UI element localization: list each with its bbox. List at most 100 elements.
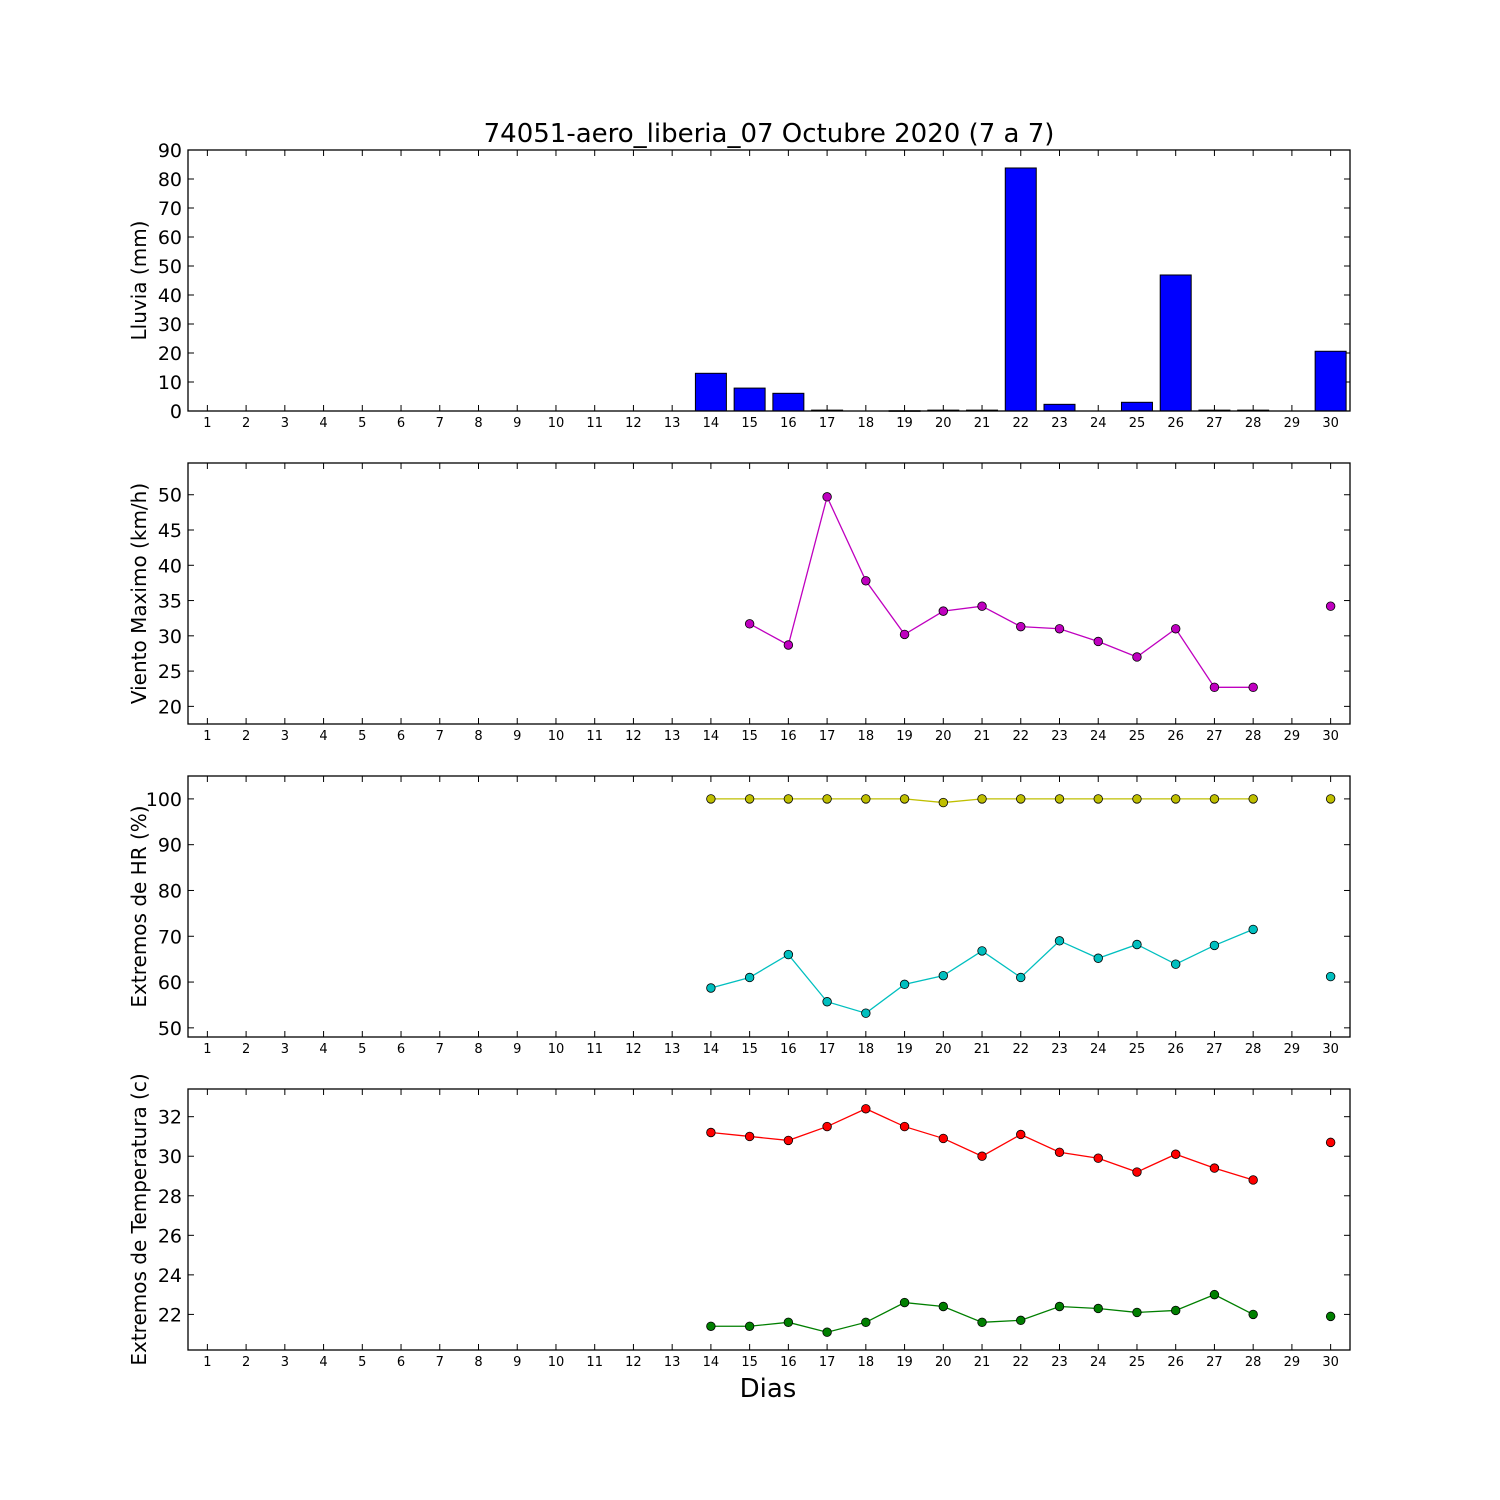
x-tick-label: 6 (397, 416, 405, 431)
x-tick-label: 22 (1012, 416, 1029, 431)
data-point (977, 1151, 987, 1161)
data-point (822, 492, 832, 502)
y-tick-label: 80 (158, 880, 182, 902)
data-point (1054, 1301, 1065, 1312)
x-tick-label: 28 (1245, 416, 1262, 431)
x-tick-label: 25 (1129, 729, 1146, 744)
data-point (899, 1121, 910, 1132)
x-tick-label: 13 (664, 1355, 681, 1370)
y-tick-label: 25 (158, 661, 182, 683)
x-tick-label: 9 (513, 729, 521, 744)
x-tick-label: 21 (974, 729, 991, 744)
x-tick-label: 16 (780, 729, 797, 744)
x-tick-label: 17 (819, 416, 836, 431)
y-axis-label: Extremos de Temperatura (c) (127, 1073, 151, 1365)
x-tick-label: 9 (513, 1355, 521, 1370)
x-tick-label: 17 (819, 1042, 836, 1057)
x-tick-label: 30 (1322, 1042, 1339, 1057)
x-tick-label: 12 (625, 416, 642, 431)
x-tick-label: 16 (780, 1355, 797, 1370)
data-point (1209, 1289, 1220, 1300)
x-tick-label: 23 (1051, 1355, 1068, 1370)
x-tick-label: 29 (1284, 1355, 1301, 1370)
x-tick-label: 7 (436, 1355, 444, 1370)
data-point (1325, 1311, 1336, 1322)
data-point (938, 797, 949, 808)
axes-frame (187, 462, 1351, 725)
data-point (744, 972, 755, 983)
x-tick-label: 23 (1051, 729, 1068, 744)
x-tick-label: 19 (896, 1042, 913, 1057)
x-tick-label: 21 (974, 1355, 991, 1370)
x-tick-label: 1 (203, 1355, 211, 1370)
data-point (1248, 924, 1258, 935)
data-point (1132, 652, 1142, 662)
y-tick-label: 90 (158, 835, 182, 857)
x-tick-label: 10 (548, 1355, 565, 1370)
data-point (822, 997, 832, 1007)
y-tick-label: 70 (158, 926, 182, 948)
x-tick-label: 20 (935, 1042, 952, 1057)
x-tick-label: 17 (819, 729, 836, 744)
x-tick-label: 7 (436, 729, 444, 744)
data-point (1132, 939, 1142, 950)
data-point (1093, 794, 1103, 804)
x-tick-label: 29 (1284, 416, 1301, 431)
x-tick-label: 1 (203, 416, 211, 431)
x-tick-label: 4 (319, 1355, 327, 1370)
x-tick-label: 19 (896, 416, 913, 431)
x-tick-label: 5 (358, 416, 366, 431)
y-tick-label: 90 (158, 140, 182, 162)
data-point (783, 794, 794, 804)
data-point (1209, 794, 1220, 804)
data-point (1209, 1163, 1220, 1173)
y-tick-label: 60 (158, 972, 182, 994)
x-tick-label: 24 (1090, 729, 1107, 744)
x-tick-label: 3 (281, 1042, 289, 1057)
data-point (1325, 971, 1336, 982)
y-tick-label: 10 (158, 372, 182, 394)
data-point (822, 1327, 832, 1337)
x-tick-label: 15 (741, 729, 758, 744)
x-tick-label: 22 (1012, 1042, 1029, 1057)
x-tick-label: 14 (703, 416, 720, 431)
data-point (1093, 1303, 1103, 1314)
x-tick-label: 12 (625, 729, 642, 744)
x-tick-label: 16 (780, 416, 797, 431)
data-point (706, 983, 716, 993)
x-tick-label: 26 (1167, 729, 1184, 744)
x-tick-label: 2 (242, 729, 250, 744)
x-tick-label: 26 (1167, 416, 1184, 431)
data-point (861, 1317, 871, 1328)
x-tick-label: 17 (819, 1355, 836, 1370)
y-tick-label: 32 (158, 1107, 182, 1129)
y-tick-label: 80 (158, 169, 182, 191)
y-tick-label: 50 (158, 256, 182, 278)
x-tick-label: 27 (1206, 416, 1223, 431)
y-tick-label: 35 (158, 591, 182, 613)
x-tick-label: 24 (1090, 416, 1107, 431)
data-point (861, 1008, 871, 1018)
y-tick-label: 45 (158, 520, 182, 542)
series-line-1 (710, 1108, 1254, 1181)
x-tick-label: 5 (358, 1042, 366, 1057)
y-tick-label: 30 (158, 1146, 182, 1168)
x-tick-label: 23 (1051, 416, 1068, 431)
y-tick-label: 60 (158, 227, 182, 249)
data-point (706, 1127, 716, 1138)
x-tick-label: 13 (664, 416, 681, 431)
x-tick-label: 27 (1206, 1042, 1223, 1057)
x-tick-label: 8 (474, 729, 482, 744)
x-tick-label: 3 (281, 1355, 289, 1370)
data-point (783, 1135, 794, 1146)
x-tick-label: 7 (436, 416, 444, 431)
data-point (1170, 1149, 1181, 1159)
data-point (1016, 794, 1026, 804)
y-tick-label: 30 (158, 626, 182, 648)
x-tick-label: 28 (1245, 1042, 1262, 1057)
x-tick-label: 18 (858, 1042, 875, 1057)
data-point (1016, 1315, 1026, 1326)
y-tick-label: 100 (146, 789, 182, 811)
